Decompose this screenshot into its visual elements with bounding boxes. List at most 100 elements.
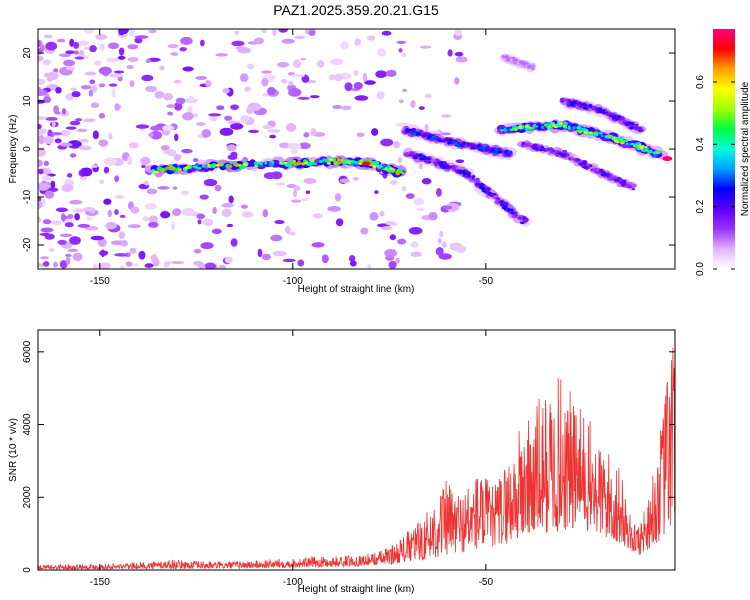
noise-speckle [105,222,117,230]
ridge-blob-small-upper [531,67,535,71]
noise-speckle [240,115,250,123]
noise-speckle [226,223,234,228]
noise-speckle [269,134,277,139]
ridge-blob-main [161,169,165,172]
noise-speckle [40,256,50,260]
colorbar-tick-label: 0.4 [695,137,706,151]
noise-speckle [175,97,186,105]
noise-speckle [52,261,58,268]
noise-speckle [272,29,277,36]
noise-speckle [362,72,368,82]
noise-speckle [193,248,202,254]
ridge-blob-right-upper [620,141,625,145]
noise-speckle [272,250,287,257]
noise-speckle [246,106,255,115]
ridge-blob-right-lower [618,181,623,184]
noise-speckle [410,100,416,108]
ridge-blob-lower-branch [471,177,475,181]
noise-speckle [53,105,60,114]
spectrogram-y-axis: -20 -10 0 10 20 [22,47,675,252]
noise-speckle [69,38,75,47]
noise-speckle [454,77,460,85]
ridge-blob-main [279,161,283,165]
noise-speckle [418,106,425,110]
spectrogram-x-axis: -150 -100 -50 [90,29,493,287]
ridge-blob-right-upper [535,125,539,128]
ridge-blob-main [378,164,383,168]
noise-speckle [381,226,393,231]
ridge-blob-right-upper [503,128,508,132]
ridge-blob-right-upper [615,140,620,144]
noise-speckle [117,55,126,60]
ridge-blob-right-top [633,124,637,128]
noise-speckle [148,132,154,138]
noise-speckle [421,178,432,185]
ridge-blob-main [264,161,268,165]
noise-speckle [367,263,372,269]
noise-speckle [354,95,369,101]
ridge-blob-right-lower [551,149,556,153]
ridge-blob-lower-branch [458,169,463,173]
ridge-blob-upper-mid [491,148,495,151]
colorbar: 0.0 0.2 0.4 0.6 Normalized spectral amplitu… [695,29,750,276]
ridge-blob-right-lower [600,173,605,177]
noise-speckle [61,184,74,192]
noise-speckle [72,41,80,49]
ridge-blob-right-upper [598,132,603,135]
ridge-blob-upper-mid [507,150,512,154]
ridge-blob-right-upper [632,144,638,148]
ridge-blob-lower-branch [510,211,514,214]
ridge-blob-small-upper [519,60,524,64]
noise-speckle [138,250,146,260]
ridge-blob-upper-mid [448,138,453,142]
ridge-blob-right-upper [584,131,589,134]
noise-speckle [42,261,50,267]
noise-speckle [402,88,408,93]
noise-speckle [334,73,343,82]
noise-speckle [288,80,294,86]
noise-speckle [120,240,129,247]
ridge-blob-main [340,158,345,162]
ridge-blob-right-lower [593,167,598,171]
ridge-blob-upper-mid [454,142,458,146]
noise-speckle [38,55,44,62]
ridge-blob-upper-mid [494,148,498,151]
noise-speckle [188,95,195,102]
noise-speckle [67,213,74,219]
ridge-blob-lower-branch [513,214,519,217]
noise-speckle [160,211,171,219]
noise-speckle [113,70,125,74]
ridge-blob-right-top [592,106,596,110]
noise-speckle [281,79,287,84]
noise-speckle [228,195,234,204]
noise-speckle [398,48,403,53]
ridge-blob-upper-mid [431,138,437,141]
noise-speckle [150,125,162,131]
ridge-blob-lower-branch [490,193,494,198]
noise-speckle [197,219,202,225]
spectrogram-heatmap [38,29,673,269]
ridge-blob-main [193,165,198,169]
y-tick-label: 20 [22,47,33,59]
noise-speckle [410,251,422,257]
ridge-blob-right-top [615,116,620,120]
ridge-blob-right-upper [543,123,549,127]
ridge-blob-main [301,162,306,166]
noise-speckle [209,114,218,122]
ridge-blob-main [318,160,323,164]
ridge-blob-main [337,160,342,164]
noise-speckle [65,126,77,130]
noise-speckle [410,241,419,248]
noise-speckle [173,80,182,84]
ridge-blob-main [372,164,377,169]
noise-speckle [64,222,74,228]
ridge-blob-main [401,172,405,175]
noise-speckle [442,241,447,248]
noise-speckle [447,49,453,57]
noise-speckle [43,34,53,39]
noise-speckle [379,210,385,217]
noise-speckle [397,238,407,245]
ridge-blob-upper-mid [405,130,409,134]
noise-speckle [413,197,425,206]
noise-speckle [38,39,41,48]
